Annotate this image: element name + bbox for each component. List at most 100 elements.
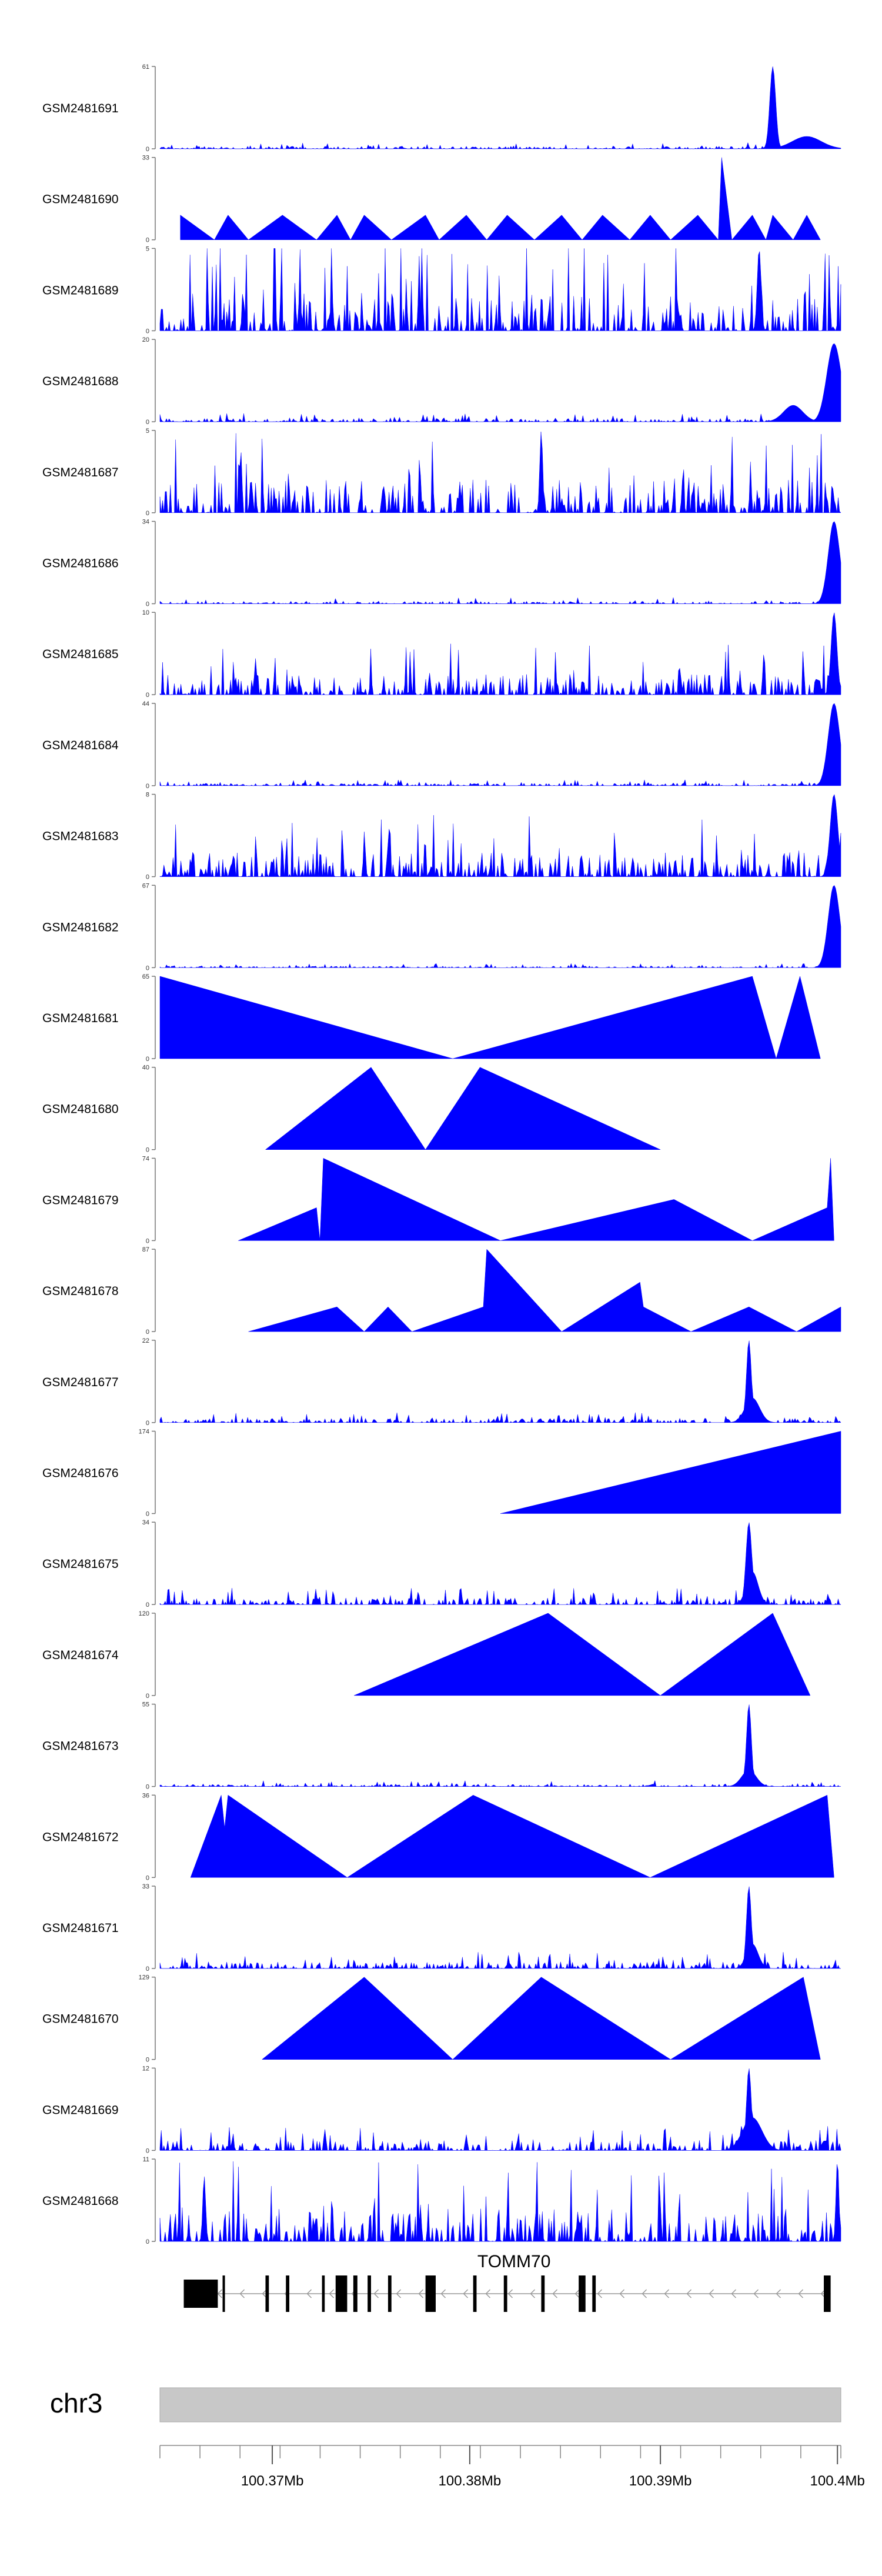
gene-strand-arrow — [463, 2289, 469, 2298]
track-ymax-label: 120 — [139, 1610, 149, 1617]
track-ymin-label: 0 — [146, 783, 149, 790]
gene-strand-arrow — [709, 2289, 714, 2298]
track-coverage-area — [265, 1067, 661, 1150]
track-ymax-label: 34 — [142, 1519, 149, 1526]
track-label: GSM2481671 — [42, 1921, 119, 1935]
gene-strand-arrow — [485, 2289, 491, 2298]
track-ymin-label: 0 — [146, 1329, 149, 1336]
track-label: GSM2481678 — [42, 1284, 119, 1298]
gene-strand-arrow — [507, 2289, 513, 2298]
gene-strand-arrow — [619, 2289, 625, 2298]
gene-exon — [335, 2275, 348, 2312]
gene-strand-arrow — [776, 2289, 781, 2298]
chromosome-label: chr3 — [50, 2388, 102, 2418]
gene-exon — [286, 2275, 290, 2312]
track-label: GSM2481674 — [42, 1649, 119, 1662]
gene-strand-arrow — [418, 2289, 424, 2298]
gene-exon — [824, 2275, 831, 2312]
track-label: GSM2481675 — [42, 1557, 119, 1571]
track-ymin-label: 0 — [146, 1511, 149, 1518]
track-label: GSM2481683 — [42, 830, 119, 843]
gene-strand-arrow — [530, 2289, 536, 2298]
track-coverage-area — [159, 703, 841, 786]
gene-strand-arrow — [798, 2289, 804, 2298]
gene-strand-arrow — [664, 2289, 670, 2298]
track-label: GSM2481672 — [42, 1830, 119, 1844]
track-coverage-area — [190, 1794, 834, 1878]
gene-exon — [322, 2275, 325, 2312]
gene-exon — [503, 2275, 507, 2312]
gene-name-label: TOMM70 — [477, 2252, 550, 2271]
gene-strand-arrow — [686, 2289, 692, 2298]
track-ymax-label: 12 — [142, 2065, 149, 2072]
gene-strand-arrow — [753, 2289, 759, 2298]
track-ymin-label: 0 — [146, 601, 149, 608]
track-coverage-area — [238, 1158, 834, 1241]
gene-exon — [579, 2275, 582, 2312]
track-ymax-label: 44 — [142, 700, 149, 708]
track-coverage-area — [353, 1613, 811, 1696]
track-ymin-label: 0 — [146, 1237, 149, 1244]
track-ymax-label: 5 — [146, 245, 149, 252]
genome-axis-tick-label: 100.4Mb — [810, 2473, 865, 2489]
track-ymin-label: 0 — [146, 328, 149, 335]
track-label: GSM2481690 — [42, 193, 119, 206]
gene-strand-arrow — [642, 2289, 647, 2298]
track-ymax-label: 61 — [142, 64, 149, 71]
gene-strand-arrow — [262, 2289, 268, 2298]
track-coverage-area — [159, 1886, 841, 1969]
track-coverage-area — [159, 343, 841, 423]
chromosome-ideogram — [159, 2387, 841, 2422]
track-ymin-label: 0 — [146, 1874, 149, 1881]
track-coverage-area — [261, 1977, 821, 2060]
track-label: GSM2481687 — [42, 466, 119, 479]
track-ymin-label: 0 — [146, 1693, 149, 1700]
track-coverage-area — [500, 1431, 841, 1514]
gene-strand-arrow — [329, 2289, 335, 2298]
genome-axis-tick-label: 100.38Mb — [439, 2473, 502, 2489]
track-ymax-label: 34 — [142, 519, 149, 526]
track-ymin-label: 0 — [146, 692, 149, 699]
track-ymax-label: 8 — [146, 792, 149, 799]
track-coverage-area — [159, 521, 841, 605]
track-ymax-label: 33 — [142, 155, 149, 162]
track-ymin-label: 0 — [146, 146, 149, 153]
track-label: GSM2481668 — [42, 2194, 119, 2208]
track-label: GSM2481679 — [42, 1193, 119, 1207]
track-ymax-label: 33 — [142, 1883, 149, 1890]
track-ymax-label: 174 — [139, 1429, 149, 1436]
gene-strand-arrow — [396, 2289, 402, 2298]
track-coverage-area — [248, 1249, 841, 1332]
gene-exon — [592, 2275, 596, 2312]
track-ymin-label: 0 — [146, 1784, 149, 1791]
track-coverage-area — [159, 432, 841, 513]
gene-strand-arrow — [552, 2289, 558, 2298]
track-label: GSM2481688 — [42, 375, 119, 388]
track-coverage-area — [159, 1704, 841, 1787]
track-coverage-area — [159, 976, 821, 1059]
track-coverage-area — [159, 1522, 841, 1606]
gene-exon — [387, 2275, 392, 2312]
track-ymax-label: 55 — [142, 1701, 149, 1709]
track-ymin-label: 0 — [146, 2238, 149, 2245]
gene-strand-arrow — [440, 2289, 446, 2298]
gene-strand-arrow — [373, 2289, 379, 2298]
gene-strand-arrow — [306, 2289, 312, 2298]
track-ymax-label: 5 — [146, 428, 149, 435]
track-label: GSM2481682 — [42, 920, 119, 934]
track-label: GSM2481681 — [42, 1012, 119, 1025]
track-label: GSM2481685 — [42, 648, 119, 661]
track-ymax-label: 10 — [142, 609, 149, 616]
track-label: GSM2481673 — [42, 1740, 119, 1753]
track-ymax-label: 36 — [142, 1792, 149, 1799]
track-ymax-label: 67 — [142, 882, 149, 889]
track-ymin-label: 0 — [146, 1056, 149, 1063]
gene-exon — [265, 2275, 269, 2312]
track-label: GSM2481676 — [42, 1467, 119, 1480]
gene-exon — [222, 2275, 225, 2312]
track-ymax-label: 11 — [143, 2156, 149, 2163]
track-label: GSM2481677 — [42, 1376, 119, 1389]
gene-strand-arrow — [597, 2289, 603, 2298]
track-ymin-label: 0 — [146, 2057, 149, 2064]
gene-exon — [353, 2275, 358, 2312]
